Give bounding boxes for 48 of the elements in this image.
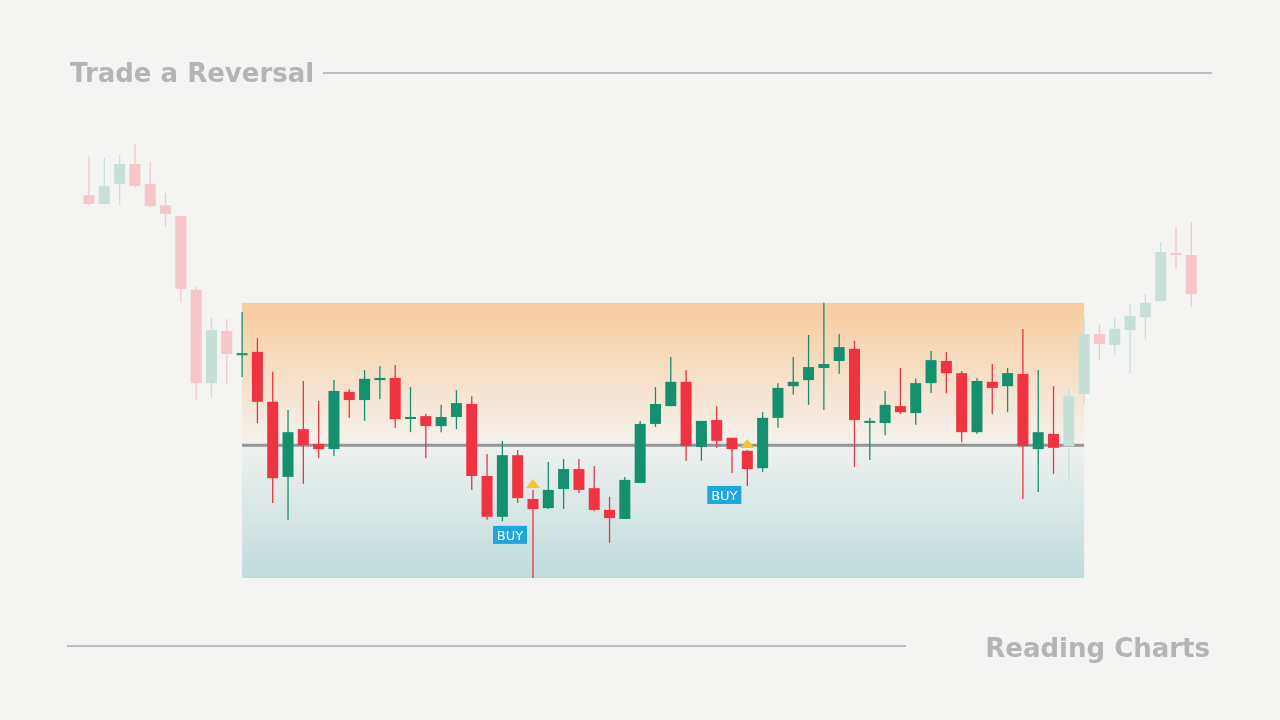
candlestick — [558, 458, 570, 510]
candlestick — [542, 461, 554, 510]
candlestick — [573, 458, 585, 494]
candlestick — [864, 417, 876, 461]
candlestick — [588, 465, 600, 512]
candlestick — [604, 496, 616, 544]
candlestick — [833, 333, 845, 375]
candlestick — [420, 413, 432, 459]
candlestick — [450, 389, 462, 430]
candlestick — [160, 192, 172, 228]
candlestick — [98, 157, 110, 205]
candlestick — [1032, 369, 1044, 493]
candlestick — [649, 386, 661, 428]
candlestick — [879, 390, 891, 436]
candlestick — [894, 367, 906, 415]
candlestick — [1109, 317, 1121, 356]
candlestick — [818, 302, 830, 411]
annotation: BUY — [711, 487, 738, 503]
candlestick — [527, 489, 539, 579]
candlestick — [313, 400, 325, 459]
candlestick — [1124, 303, 1136, 374]
candlestick — [711, 405, 723, 449]
candlestick — [221, 318, 233, 386]
candlestick — [83, 155, 95, 206]
candlestick — [1139, 293, 1151, 341]
candlestick — [1048, 385, 1060, 475]
chart-title: Trade a Reversal — [70, 58, 315, 88]
candlestick — [803, 334, 815, 406]
candlestick — [940, 351, 952, 394]
candlestick — [435, 404, 447, 433]
candlestick — [374, 365, 386, 400]
candlestick — [787, 356, 799, 396]
candlestick — [236, 311, 248, 378]
candlestick — [359, 369, 371, 422]
candlestick — [986, 363, 998, 415]
candlestick — [343, 388, 355, 419]
text: Reading Charts — [985, 633, 1210, 663]
candlestick — [114, 154, 126, 206]
candlestick — [1002, 367, 1014, 413]
candlestick — [741, 449, 753, 487]
candlestick — [925, 350, 937, 394]
candlestick — [726, 437, 738, 474]
candlestick — [297, 380, 309, 485]
candlestick — [129, 143, 141, 189]
candlestick — [144, 161, 156, 208]
candlestick — [405, 386, 417, 433]
candlestick — [1170, 226, 1182, 270]
candlestick — [1093, 323, 1105, 361]
